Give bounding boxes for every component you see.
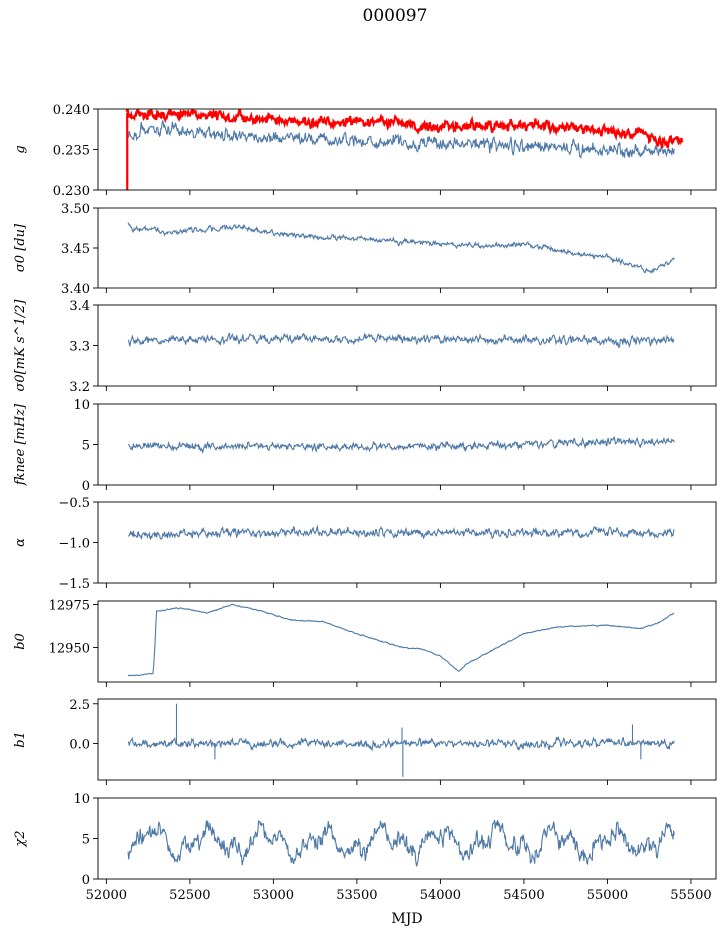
ylabel-chi2: χ2 [13,830,28,847]
ytick-label-fknee-1: 5 [82,439,90,454]
series-line-chi2-0 [127,819,675,867]
ytick-label-alpha-2: −0.5 [58,496,90,511]
ytick-label-chi2-2: 10 [73,792,90,807]
xtick-label-5: 54500 [503,888,544,903]
ytick-label-alpha-0: −1.5 [58,577,90,592]
xtick-label-4: 54000 [420,888,461,903]
axes-frame-fknee [97,403,717,486]
series-line-g-1 [125,109,684,149]
ytick-label-sigma0_du-0: 3.40 [61,282,90,297]
ytick-label-g-1: 0.235 [53,144,90,159]
xtick-label-1: 52500 [169,888,210,903]
axes-frame-sigma0_mk [97,304,717,387]
ytick-label-g-2: 0.240 [53,103,90,118]
ytick-label-alpha-1: −1.0 [58,537,90,552]
xtick-label-7: 55500 [670,888,711,903]
ytick-label-b1-1: 2.5 [69,698,90,713]
xtick-label-6: 55000 [587,888,628,903]
series-line-fknee-0 [127,435,675,455]
ytick-label-chi2-1: 5 [82,833,90,848]
ytick-label-fknee-2: 10 [73,398,90,413]
xtick-label-0: 52000 [86,888,127,903]
axes-frame-b0 [97,600,717,683]
ylabel-b0: b0 [13,633,28,650]
axes-frame-b1 [97,698,717,781]
ylabel-g: g [13,145,28,153]
ylabel-fknee: fknee [mHz] [13,403,28,486]
ytick-label-sigma0_mk-1: 3.3 [69,340,90,355]
series-line-b1-0 [127,736,675,752]
ytick-label-b1-0: 0.0 [69,737,90,752]
xtick-label-2: 53000 [253,888,294,903]
ytick-label-sigma0_du-1: 3.45 [61,242,90,257]
series-line-alpha-0 [127,524,675,541]
series-line-sigma0_mk-0 [127,332,675,349]
ytick-label-b0-0: 12950 [49,642,90,657]
axes-frame-alpha [97,501,717,584]
ylabel-sigma0_du: σ0 [du] [13,223,28,272]
axes-frame-sigma0_du [97,207,717,289]
ytick-label-g-0: 0.230 [53,184,90,199]
xtick-label-3: 53500 [336,888,377,903]
ylabel-b1: b1 [13,731,28,748]
ytick-label-sigma0_du-2: 3.50 [61,202,90,217]
ytick-label-sigma0_mk-0: 3.2 [69,380,90,395]
ytick-label-sigma0_mk-2: 3.4 [69,299,90,314]
ytick-label-chi2-0: 0 [82,873,90,888]
ytick-label-b0-1: 12975 [49,598,90,613]
xlabel: MJD [391,911,422,927]
series-line-g-0 [127,120,675,160]
series-line-sigma0_du-0 [127,222,675,274]
figure-title: 000097 [362,6,428,26]
ylabel-alpha: α [13,538,28,547]
series-line-b0-0 [127,603,675,677]
ylabel-sigma0_mk: σ0[mK s^1/2] [13,299,28,392]
ytick-label-fknee-0: 0 [82,479,90,494]
